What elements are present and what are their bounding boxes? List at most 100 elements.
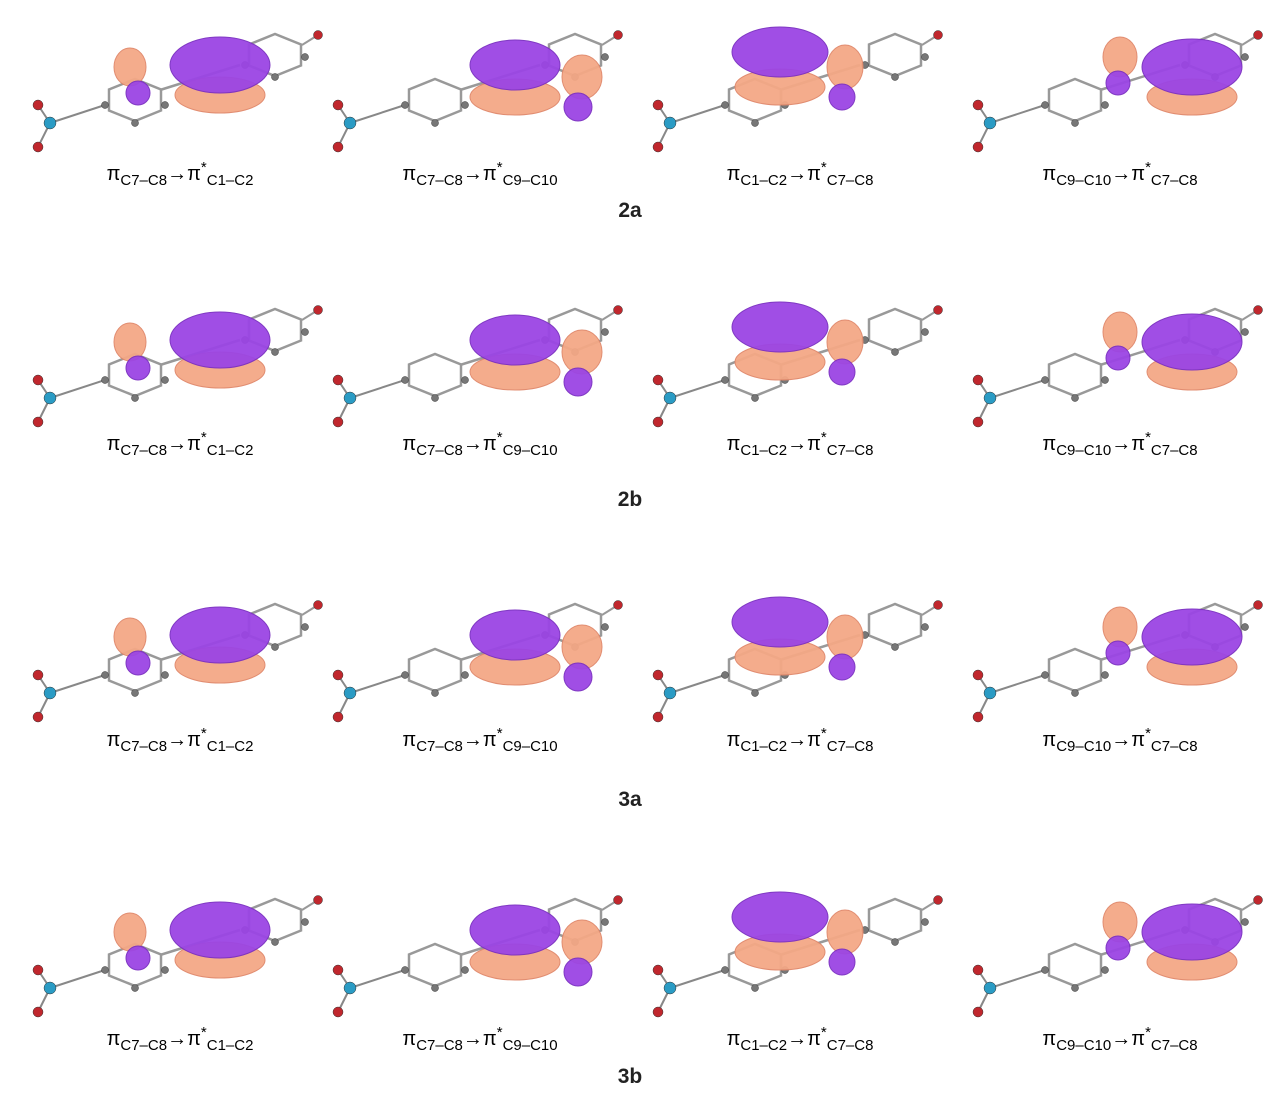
atom — [33, 1007, 43, 1017]
atom — [333, 142, 343, 152]
donor: π — [1042, 729, 1056, 751]
donor-subscript: C1–C2 — [740, 172, 787, 189]
arrow: →π — [1111, 1028, 1145, 1050]
atom — [314, 601, 323, 610]
donor: π — [402, 163, 416, 185]
orbital-panel — [653, 597, 943, 722]
donor-subscript: C7–C8 — [416, 442, 463, 459]
atom — [1242, 329, 1249, 336]
atom — [752, 985, 759, 992]
atom — [722, 102, 729, 109]
donor: π — [107, 1028, 121, 1050]
bond — [350, 970, 405, 988]
atom — [664, 687, 676, 699]
orbital-lobe — [470, 315, 560, 365]
ring — [1049, 944, 1101, 986]
orbital-lobe — [126, 651, 150, 675]
orbital-lobe — [114, 323, 146, 361]
atom — [934, 601, 943, 610]
orbital-panel — [973, 306, 1263, 428]
atom — [272, 349, 279, 356]
atom — [344, 982, 356, 994]
acceptor-subscript: C7–C8 — [827, 442, 874, 459]
transition-label: πC9–C10→π*C7–C8 — [1042, 725, 1197, 755]
orbital-lobe — [126, 81, 150, 105]
transition-label: πC7–C8→π*C9–C10 — [402, 429, 557, 459]
acceptor-subscript: C9–C10 — [503, 442, 558, 459]
atom — [653, 100, 663, 110]
donor-subscript: C1–C2 — [740, 442, 787, 459]
atom — [1254, 896, 1263, 905]
atom — [973, 375, 983, 385]
atom — [1242, 624, 1249, 631]
atom — [614, 306, 623, 315]
donor-subscript: C9–C10 — [1056, 1037, 1111, 1054]
acceptor-subscript: C9–C10 — [503, 172, 558, 189]
transition-label: πC7–C8→π*C9–C10 — [402, 159, 557, 189]
atom — [1254, 306, 1263, 315]
atom — [333, 670, 343, 680]
atom — [462, 102, 469, 109]
orbital-panel — [973, 601, 1263, 723]
orbital-lobe — [732, 597, 828, 647]
atom — [602, 54, 609, 61]
atom — [33, 712, 43, 722]
arrow: →π — [787, 163, 821, 185]
atom — [1042, 377, 1049, 384]
orbital-lobe — [114, 48, 146, 86]
row-label: 3b — [618, 1065, 643, 1088]
orbital-panel — [653, 892, 943, 1017]
transition-label: πC9–C10→π*C7–C8 — [1042, 159, 1197, 189]
atom — [132, 985, 139, 992]
atom — [102, 967, 109, 974]
arrow: →π — [463, 433, 497, 455]
orbital-lobe — [829, 359, 855, 385]
orbital-lobe — [170, 37, 270, 93]
arrow: →π — [1111, 163, 1145, 185]
orbital-lobe — [564, 368, 592, 396]
acceptor-subscript: C1–C2 — [207, 172, 254, 189]
bond — [670, 105, 725, 123]
atom — [984, 982, 996, 994]
atom — [1102, 672, 1109, 679]
atom — [1102, 967, 1109, 974]
atom — [33, 142, 43, 152]
orbital-lobe — [1142, 39, 1242, 95]
orbital-lobe — [1106, 71, 1130, 95]
orbital-lobe — [732, 302, 828, 352]
atom — [333, 417, 343, 427]
atom — [1072, 395, 1079, 402]
donor-subscript: C7–C8 — [120, 172, 167, 189]
orbital-lobe — [564, 663, 592, 691]
donor: π — [727, 1028, 741, 1050]
ring — [409, 79, 461, 121]
orbital-panel — [33, 31, 323, 153]
acceptor-subscript: C1–C2 — [207, 738, 254, 755]
acceptor-subscript: C7–C8 — [1151, 442, 1198, 459]
donor: π — [107, 433, 121, 455]
orbital-lobe — [126, 356, 150, 380]
orbital-lobe — [470, 610, 560, 660]
orbital-panel — [653, 27, 943, 152]
arrow: →π — [1111, 729, 1145, 751]
atom — [973, 1007, 983, 1017]
ring — [409, 944, 461, 986]
atom — [344, 687, 356, 699]
atom — [33, 100, 43, 110]
acceptor-subscript: C7–C8 — [827, 1037, 874, 1054]
atom — [722, 672, 729, 679]
transition-label: πC7–C8→π*C9–C10 — [402, 1024, 557, 1054]
orbital-panel — [333, 896, 623, 1018]
atom — [1072, 690, 1079, 697]
bond — [50, 675, 105, 693]
donor: π — [402, 433, 416, 455]
donor-subscript: C7–C8 — [120, 442, 167, 459]
donor: π — [1042, 433, 1056, 455]
bond — [990, 380, 1045, 398]
atom — [33, 965, 43, 975]
bond — [670, 380, 725, 398]
atom — [402, 102, 409, 109]
atom — [602, 329, 609, 336]
atom — [664, 117, 676, 129]
acceptor-subscript: C7–C8 — [1151, 738, 1198, 755]
